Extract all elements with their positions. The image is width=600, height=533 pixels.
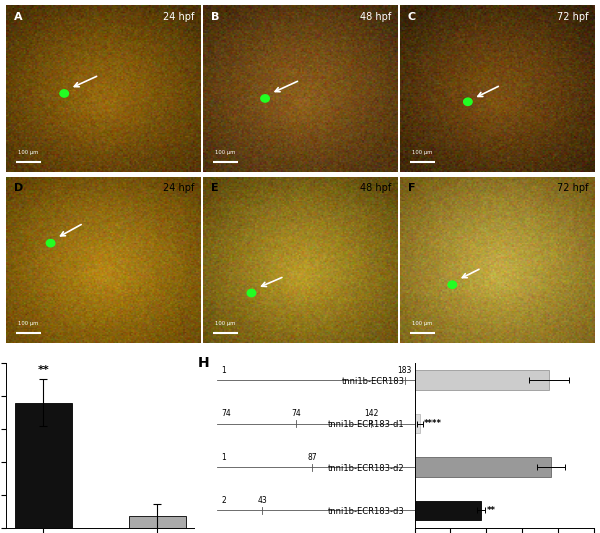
Text: 2: 2 [221, 496, 226, 505]
Text: 1: 1 [221, 366, 226, 375]
Text: 48 hpf: 48 hpf [360, 183, 391, 193]
Bar [14, 402, 71, 528]
Circle shape [448, 281, 457, 288]
Text: 74: 74 [291, 409, 301, 418]
Text: 100 μm: 100 μm [17, 321, 38, 326]
Text: D: D [14, 183, 23, 193]
Circle shape [247, 289, 256, 297]
Text: **: ** [37, 365, 49, 375]
Circle shape [261, 95, 269, 102]
Text: B: B [211, 12, 219, 22]
Text: 1: 1 [221, 453, 226, 462]
Text: H: H [197, 357, 209, 370]
Text: 24 hpf: 24 hpf [163, 183, 194, 193]
Text: F: F [408, 183, 415, 193]
Text: 48 hpf: 48 hpf [360, 12, 391, 22]
Text: 100 μm: 100 μm [215, 321, 235, 326]
Text: 100 μm: 100 μm [412, 321, 432, 326]
Bar [129, 516, 186, 528]
Text: 100 μm: 100 μm [17, 150, 38, 155]
Circle shape [60, 90, 68, 97]
Text: 24 hpf: 24 hpf [163, 12, 194, 22]
Bar [415, 414, 420, 433]
Bar [415, 370, 549, 390]
Text: 72 hpf: 72 hpf [557, 183, 588, 193]
Text: C: C [408, 12, 416, 22]
Circle shape [46, 239, 55, 247]
Text: A: A [14, 12, 22, 22]
Text: 100 μm: 100 μm [412, 150, 432, 155]
Bar [415, 457, 551, 477]
Text: 72 hpf: 72 hpf [557, 12, 588, 22]
Text: 183: 183 [397, 366, 412, 375]
Circle shape [464, 98, 472, 106]
Text: **: ** [487, 506, 496, 515]
Text: 74: 74 [221, 409, 231, 418]
Text: E: E [211, 183, 218, 193]
Text: 43: 43 [257, 496, 268, 505]
Text: 100 μm: 100 μm [215, 150, 235, 155]
Text: ****: **** [424, 419, 442, 428]
Text: 87: 87 [307, 453, 317, 462]
Bar [415, 500, 481, 520]
Text: 142: 142 [364, 409, 378, 418]
